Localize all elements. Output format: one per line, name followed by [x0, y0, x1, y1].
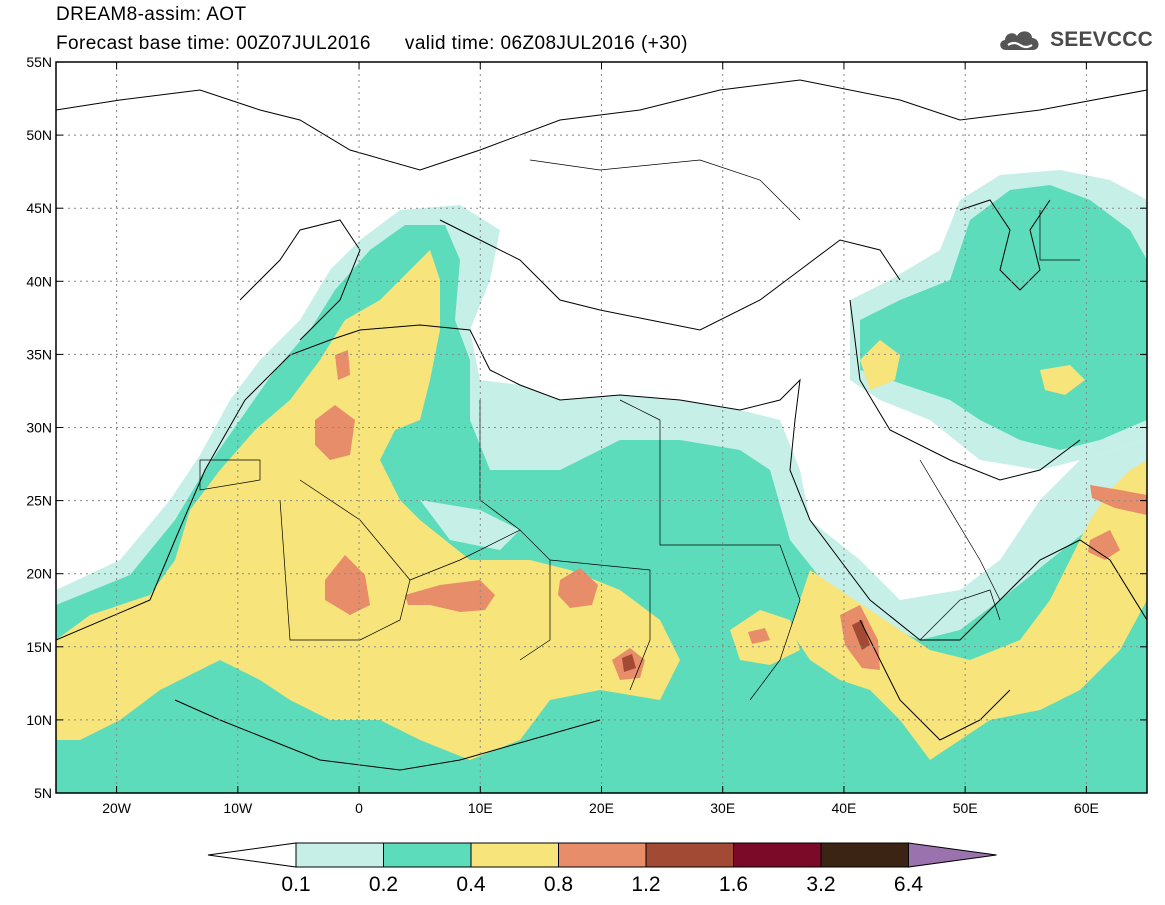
lat-tick-label: 10N [26, 712, 52, 728]
colorbar-tick-label: 0.2 [369, 873, 398, 896]
colorbar-cell [470, 842, 559, 868]
lat-tick-label: 45N [26, 200, 52, 216]
aot-level-0.4 [56, 250, 1147, 760]
lat-tick-label: 15N [26, 639, 52, 655]
colorbar-cell [295, 842, 384, 868]
colorbar-tick-label: 6.4 [894, 873, 924, 896]
lon-tick-label: 60E [1074, 800, 1099, 816]
brand-logo: SEEVCCC [996, 26, 1153, 54]
colorbar-tick-label: 1.6 [719, 873, 748, 896]
graticule [56, 62, 1147, 793]
lon-tick-label: 0 [355, 800, 363, 816]
brand-name: SEEVCCC [1050, 28, 1153, 51]
lat-tick-label: 5N [34, 785, 52, 801]
lat-tick-label: 25N [26, 493, 52, 509]
colorbar-under [207, 842, 297, 868]
colorbar-legend: 0.1 0.2 0.4 0.8 1.2 1.6 3.2 6.4 [207, 842, 997, 896]
lon-tick-label: 20E [589, 800, 614, 816]
colorbar-tick-label: 3.2 [806, 873, 835, 896]
axis-ticks [56, 61, 1147, 794]
cloud-icon [1000, 31, 1039, 50]
lon-tick-label: 30E [710, 800, 735, 816]
colorbar-cell [820, 842, 909, 868]
colorbar-tick-label: 0.8 [544, 873, 573, 896]
map-title: DREAM8-assim: AOT [56, 4, 247, 25]
aot-field [56, 62, 1147, 793]
colorbar-cell [558, 842, 647, 868]
lon-tick-label: 10E [468, 800, 493, 816]
colorbar-cell [733, 842, 822, 868]
colorbar-tick-label: 1.2 [631, 873, 660, 896]
lat-tick-label: 55N [26, 54, 52, 70]
lon-tick-label: 10W [223, 800, 253, 816]
colorbar-cell [645, 842, 734, 868]
aot-level-1.2 [622, 620, 870, 672]
colorbar-over [908, 842, 997, 868]
lon-tick-label: 40E [831, 800, 856, 816]
latitude-labels: 5N 10N 15N 20N 25N 30N 35N 40N 45N 50N 55N [26, 54, 52, 801]
lat-tick-label: 20N [26, 566, 52, 582]
colorbar-tick-label: 0.4 [456, 873, 486, 896]
lat-tick-label: 35N [26, 346, 52, 362]
lat-tick-label: 40N [26, 273, 52, 289]
aot-level-0.8 [315, 350, 1147, 680]
lon-tick-label: 50E [953, 800, 978, 816]
lat-tick-label: 50N [26, 127, 52, 143]
lat-tick-label: 30N [26, 420, 52, 436]
colorbar-cell [383, 842, 472, 868]
longitude-labels: 20W 10W 0 10E 20E 30E 40E 50E 60E [102, 800, 1099, 816]
forecast-times: Forecast base time: 00Z07JUL2016 valid t… [56, 33, 688, 54]
lon-tick-label: 20W [102, 800, 132, 816]
colorbar-tick-label: 0.1 [281, 873, 310, 896]
